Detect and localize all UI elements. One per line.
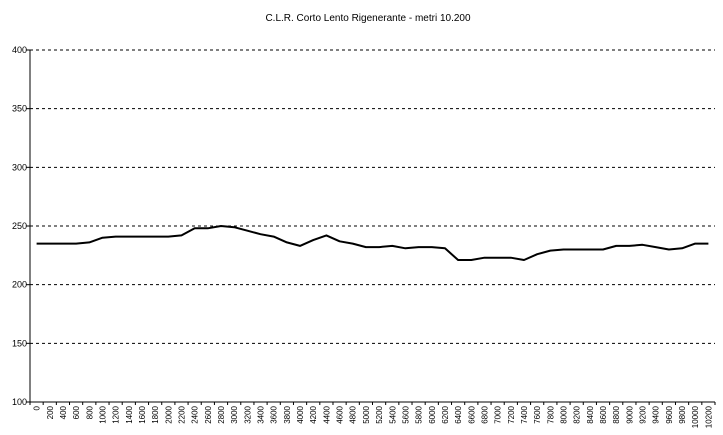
x-tick-label: 10000 <box>691 405 700 428</box>
x-tick-label: 2200 <box>177 405 186 423</box>
x-axis-ticks: 0 200 400 600 800 1000 1200 1400 1600 1800 2000 220… <box>29 402 716 428</box>
x-tick-label: 2800 <box>217 405 226 423</box>
x-tick-label: 600 <box>72 405 81 419</box>
x-tick-label: 9400 <box>652 405 661 423</box>
x-tick-label: 3800 <box>283 405 292 423</box>
x-tick-label: 1400 <box>125 405 134 423</box>
chart-title: C.L.R. Corto Lento Rigenerante - metri 1… <box>265 13 471 24</box>
x-tick-label: 10200 <box>704 405 713 428</box>
x-tick-label: 800 <box>85 405 94 419</box>
x-tick-label: 8600 <box>599 405 608 423</box>
y-axis-ticks: 100 150 200 250 300 350 400 <box>12 45 30 407</box>
x-tick-label: 8000 <box>560 405 569 423</box>
x-tick-label: 6400 <box>454 405 463 423</box>
x-tick-label: 8200 <box>573 405 582 423</box>
x-tick-label: 1600 <box>138 405 147 423</box>
y-tick-label: 350 <box>12 104 27 114</box>
x-tick-label: 7600 <box>533 405 542 423</box>
y-tick-label: 200 <box>12 280 27 290</box>
x-tick-label: 5800 <box>415 405 424 423</box>
x-tick-label: 7000 <box>494 405 503 423</box>
x-tick-label: 4800 <box>349 405 358 423</box>
y-tick-label: 400 <box>12 45 27 55</box>
x-tick-label: 5200 <box>375 405 384 423</box>
x-tick-label: 5600 <box>401 405 410 423</box>
x-tick-label: 3400 <box>257 405 266 423</box>
x-tick-label: 5000 <box>362 405 371 423</box>
x-tick-label: 6200 <box>441 405 450 423</box>
y-tick-label: 300 <box>12 162 27 172</box>
x-tick-label: 1200 <box>112 405 121 423</box>
series-layer <box>36 225 709 261</box>
x-tick-label: 9800 <box>678 405 687 423</box>
series-line <box>36 225 709 261</box>
x-tick-label: 7200 <box>507 405 516 423</box>
x-tick-label: 1000 <box>98 405 107 423</box>
x-tick-label: 7400 <box>520 405 529 423</box>
gridlines <box>30 49 715 344</box>
x-tick-label: 7800 <box>546 405 555 423</box>
x-tick-label: 6600 <box>467 405 476 423</box>
x-tick-label: 8400 <box>586 405 595 423</box>
x-tick-label: 200 <box>46 405 55 419</box>
x-tick-label: 400 <box>59 405 68 419</box>
x-tick-label: 4200 <box>309 405 318 423</box>
x-tick-label: 4000 <box>296 405 305 423</box>
x-tick-label: 2400 <box>191 405 200 423</box>
y-tick-label: 100 <box>12 397 27 407</box>
x-tick-label: 2000 <box>164 405 173 423</box>
y-tick-label: 150 <box>12 338 27 348</box>
x-tick-label: 0 <box>33 405 42 410</box>
x-tick-label: 3000 <box>230 405 239 423</box>
x-tick-label: 1800 <box>151 405 160 423</box>
x-tick-label: 8800 <box>612 405 621 423</box>
x-tick-label: 3600 <box>270 405 279 423</box>
x-tick-label: 6800 <box>480 405 489 423</box>
x-tick-label: 5400 <box>388 405 397 423</box>
x-tick-label: 2600 <box>204 405 213 423</box>
y-tick-label: 250 <box>12 221 27 231</box>
x-tick-label: 4400 <box>322 405 331 423</box>
x-tick-label: 4600 <box>336 405 345 423</box>
x-tick-label: 9000 <box>625 405 634 423</box>
x-tick-label: 3200 <box>243 405 252 423</box>
x-tick-label: 9600 <box>665 405 674 423</box>
x-tick-label: 6000 <box>428 405 437 423</box>
x-tick-label: 9200 <box>639 405 648 423</box>
